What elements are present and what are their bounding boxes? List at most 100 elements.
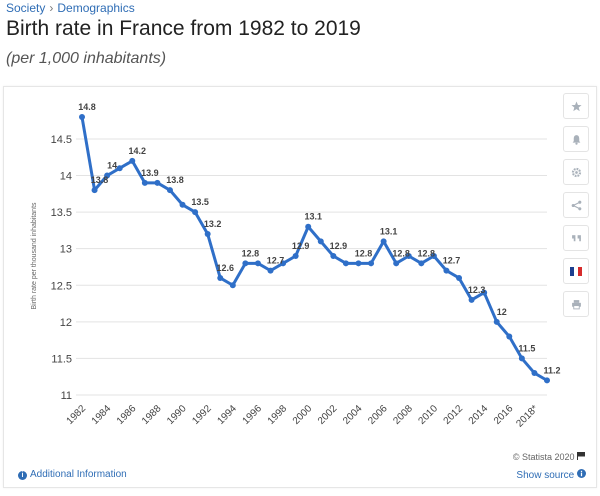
data-point (518, 355, 525, 362)
y-tick-label: 14 (60, 171, 72, 183)
data-point (506, 333, 513, 340)
data-label: 13.9 (141, 168, 159, 178)
data-point (79, 114, 85, 120)
y-axis-title: Birth rate per thousand inhabitants (31, 202, 38, 310)
additional-information-link[interactable]: i Additional Information (18, 469, 127, 480)
data-point (217, 274, 224, 281)
x-tick-label: 1994 (215, 403, 239, 427)
data-label: 13.1 (380, 226, 398, 236)
data-point (204, 231, 211, 238)
breadcrumb: Society › Demographics (6, 1, 135, 15)
data-point (116, 165, 123, 172)
data-point (493, 318, 500, 325)
data-point (481, 289, 488, 296)
flag-stripe-white (574, 266, 578, 276)
data-point (456, 274, 463, 281)
data-label: 12.8 (392, 248, 410, 258)
copyright-text: © Statista 2020 (512, 452, 575, 462)
language-button[interactable] (563, 258, 589, 284)
bell-icon (572, 134, 580, 145)
data-point (229, 282, 236, 289)
breadcrumb-demographics[interactable]: Demographics (57, 1, 135, 15)
data-point (544, 377, 550, 384)
data-label: 13.1 (304, 212, 322, 222)
data-point (292, 253, 299, 259)
data-point (254, 260, 261, 267)
breadcrumb-society[interactable]: Society (6, 1, 46, 15)
x-tick-label: 2008 (391, 403, 415, 427)
additional-information-label: Additional Information (30, 469, 127, 480)
y-tick-label: 11.5 (51, 353, 72, 365)
data-point (179, 201, 186, 208)
cite-button[interactable] (563, 225, 589, 251)
data-point (443, 267, 450, 274)
french-flag-icon (570, 266, 582, 276)
breadcrumb-separator: › (49, 1, 54, 15)
x-tick-label: 1990 (165, 403, 189, 427)
y-tick-label: 13 (60, 244, 72, 256)
line-chart: 11 11.5 12 12.5 13 13.5 14 14.5 Birth rate per t… (31, 102, 561, 430)
data-point (342, 260, 349, 267)
data-label: 12.8 (242, 248, 260, 258)
share-button[interactable] (563, 192, 589, 218)
show-source-label: Show source (516, 470, 575, 481)
quote-icon (571, 234, 581, 241)
data-label: 13.8 (166, 175, 184, 185)
x-tick-label: 1998 (266, 403, 290, 427)
share-icon (571, 200, 581, 210)
data-label: 12 (497, 307, 507, 317)
star-icon (570, 101, 582, 111)
data-point (368, 260, 375, 267)
x-tick-label: 2006 (366, 403, 390, 427)
gear-icon (571, 167, 581, 177)
data-point (468, 296, 475, 303)
data-label: 12.6 (216, 263, 234, 273)
x-tick-label: 1982 (65, 403, 89, 427)
data-point (104, 172, 111, 179)
data-label: 14.2 (129, 146, 147, 156)
data-label: 12.3 (468, 285, 486, 295)
favorite-button[interactable] (563, 93, 589, 119)
data-label: 13.5 (191, 197, 209, 207)
x-tick-label: 1984 (90, 403, 114, 427)
data-point (418, 260, 425, 267)
show-source-link[interactable]: Show source (516, 469, 586, 481)
data-point (192, 209, 199, 216)
x-tick-label: 2002 (316, 403, 340, 427)
data-label: 11.2 (543, 365, 560, 375)
flag-stripe-red (578, 266, 582, 276)
data-label: 11.5 (518, 343, 535, 353)
x-tick-label: 1986 (115, 403, 139, 427)
y-tick-label: 11 (61, 390, 72, 402)
x-tick-label: 1996 (241, 403, 265, 427)
data-point (330, 253, 337, 259)
data-point (91, 187, 98, 194)
data-point (317, 238, 324, 245)
x-tick-label: 2016 (492, 403, 516, 427)
flag-icon (577, 452, 585, 460)
data-label: 12.9 (330, 241, 348, 251)
x-tick-label: 1992 (190, 403, 214, 427)
chart-toolbar (563, 93, 589, 324)
data-point (141, 179, 148, 186)
data-label: 14 (107, 161, 117, 171)
page-title: Birth rate in France from 1982 to 2019 (6, 17, 361, 40)
chart-card: 11 11.5 12 12.5 13 13.5 14 14.5 Birth rate per t… (3, 86, 597, 488)
x-tick-label: 2018* (514, 403, 540, 429)
y-tick-label: 12.5 (51, 280, 72, 292)
data-point (166, 187, 173, 194)
settings-button[interactable] (563, 159, 589, 185)
data-point (380, 238, 387, 245)
info-icon: i (18, 471, 27, 480)
data-point (242, 260, 249, 267)
data-point (355, 260, 362, 267)
x-tick-label: 2014 (467, 403, 491, 427)
data-point (430, 253, 437, 259)
notification-button[interactable] (563, 126, 589, 152)
data-point (531, 370, 538, 377)
data-point (305, 223, 312, 230)
x-tick-label: 2004 (341, 403, 365, 427)
print-button[interactable] (563, 291, 589, 317)
print-icon (571, 299, 581, 309)
data-label: 12.8 (418, 248, 436, 258)
